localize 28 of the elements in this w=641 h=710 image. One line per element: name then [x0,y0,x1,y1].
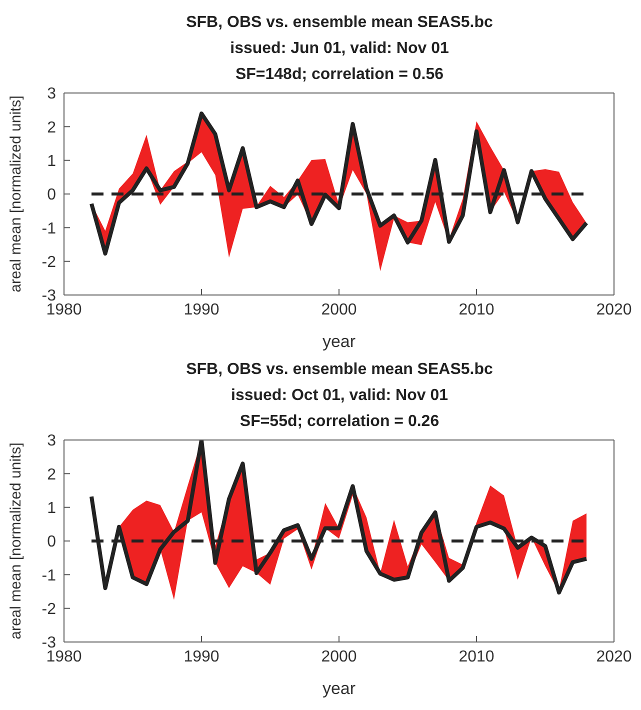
x-tick-label: 2010 [458,301,494,318]
y-tick-label: 0 [47,186,56,204]
x-tick-label: 2020 [596,301,632,318]
y-tick-label: -2 [42,601,56,618]
y-tick-label: -2 [42,254,56,272]
x-tick-label: 2000 [321,301,357,318]
y-tick-label: 2 [47,119,56,136]
x-tick-label: 1990 [184,648,220,666]
x-tick-label: 1990 [184,301,220,318]
x-axis-title: year [322,332,356,351]
y-tick-label: 1 [47,153,56,170]
x-tick-label: 2010 [458,648,494,666]
x-tick-label: 2020 [596,648,632,666]
y-tick-label: 3 [47,86,56,103]
y-tick-label: 3 [47,432,56,450]
chart-title: SFB, OBS vs. ensemble mean SEAS5.bc [185,360,494,380]
y-tick-label: 2 [47,466,56,484]
y-tick-label: 0 [47,534,56,551]
y-tick-label: 1 [47,500,56,518]
chart-subtitle: issued: Jun 01, valid: Nov 01 SF=148d; correlation = 0.56 [229,39,450,85]
x-tick-label: 2000 [321,648,357,666]
y-tick-label: -1 [42,220,56,238]
x-axis-title: year [322,679,356,698]
y-axis-title: areal mean [normalized units] [7,442,24,640]
y-axis-title: areal mean [normalized units] [7,96,24,292]
chart-subtitle: issued: Oct 01, valid: Nov 01 SF=55d; correlation = 0.26 [230,386,449,432]
y-tick-label: -1 [42,567,56,584]
chart-title: SFB, OBS vs. ensemble mean SEAS5.bc [185,13,494,33]
